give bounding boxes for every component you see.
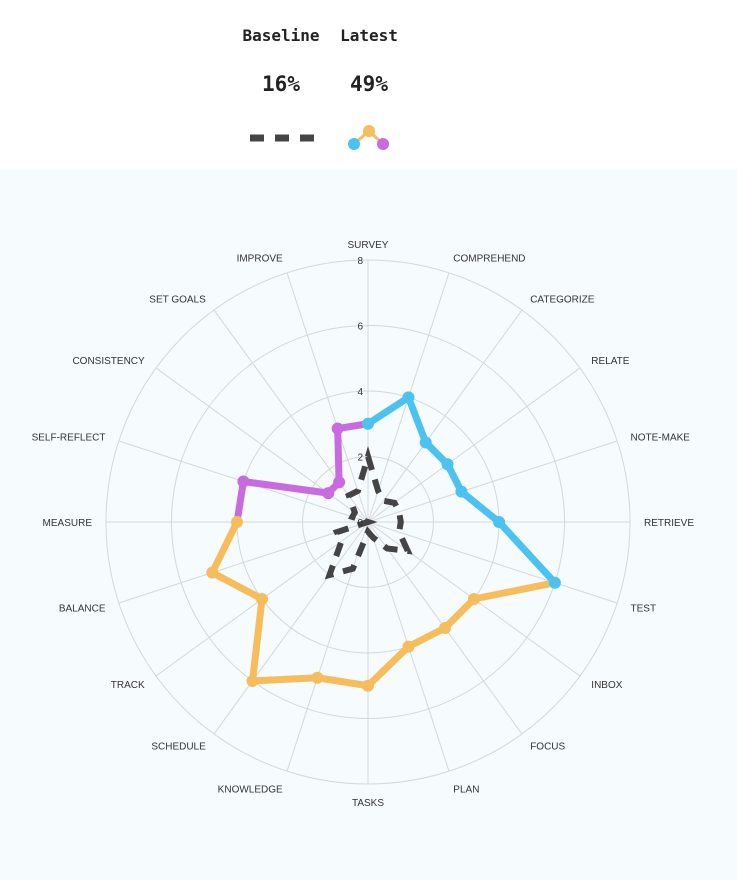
series-latest-point	[311, 671, 324, 684]
grid-spoke	[286, 272, 369, 523]
tick-label: 4	[357, 387, 363, 398]
tick-label: 0	[357, 518, 363, 529]
series-latest-segment	[208, 518, 241, 577]
series-latest-segment	[208, 569, 266, 603]
series-latest-segment	[404, 624, 449, 651]
series-baseline	[324, 445, 413, 580]
axis-label: RELATE	[591, 356, 629, 367]
grid-spoke	[118, 521, 369, 604]
tick-label: 6	[357, 322, 363, 333]
series-latest-point	[246, 674, 259, 687]
grid-spoke	[367, 521, 618, 604]
axis-label: PLAN	[453, 785, 479, 796]
axis-label: CATEGORIZE	[530, 295, 595, 306]
axis-label: INBOX	[591, 680, 622, 691]
series-latest-segment	[313, 674, 372, 690]
series-latest-segment	[249, 674, 321, 685]
axis-label: IMPROVE	[237, 254, 283, 265]
series-latest-point	[467, 592, 480, 605]
series-latest-segment	[334, 425, 343, 486]
series-latest-segment	[364, 643, 412, 690]
series-latest-point	[419, 436, 432, 449]
radar-chart: 0 2 4 6 8 SURVEY COMPREHEND CATEGORIZE RELATE NOT…	[32, 240, 695, 809]
series-latest-segment	[233, 478, 247, 526]
grid-spoke	[367, 440, 618, 523]
axis-label: TEST	[631, 603, 657, 614]
radar-chart-area: 0 2 4 6 8 SURVEY COMPREHEND CATEGORIZE RELATE NOT…	[0, 170, 737, 880]
tick-label: 8	[357, 256, 363, 267]
series-latest-segment	[364, 393, 412, 428]
grid-spoke	[367, 309, 523, 523]
axis-label: FOCUS	[530, 741, 565, 752]
series-latest-point	[231, 516, 243, 528]
series-latest-point	[322, 487, 335, 500]
series-latest-segment	[239, 478, 332, 497]
series-latest-point	[206, 566, 219, 579]
series-latest-point	[331, 422, 344, 435]
series-latest-point	[333, 476, 346, 489]
grid-spoke	[286, 521, 369, 772]
legend: Baseline 16% Latest 49%	[0, 0, 737, 170]
axis-label: TRACK	[111, 680, 145, 691]
legend-latest-value: 49%	[350, 72, 388, 96]
series-latest-point	[402, 640, 415, 653]
axis-label: SET GOALS	[149, 295, 206, 306]
axis-label: SCHEDULE	[151, 741, 206, 752]
grid-spoke	[367, 367, 581, 523]
series-latest-segment	[495, 518, 559, 587]
series-latest-point	[256, 592, 269, 605]
axis-label: CONSISTENCY	[72, 356, 145, 367]
series-latest-segment	[441, 595, 478, 632]
tick-label: 2	[357, 453, 363, 464]
series-latest-point	[402, 391, 415, 404]
series-latest-segment	[404, 393, 430, 447]
axis-label: MEASURE	[43, 518, 93, 529]
series-latest-point	[362, 679, 374, 692]
axis-label: KNOWLEDGE	[218, 785, 283, 796]
axis-label: SELF-REFLECT	[32, 433, 106, 444]
legend-baseline-label: Baseline	[242, 26, 320, 45]
axis-label: BALANCE	[59, 603, 106, 614]
axis-label: COMPREHEND	[453, 254, 525, 265]
series-latest-point	[237, 475, 250, 488]
axis-label: RETRIEVE	[644, 518, 694, 529]
legend-latest-label: Latest	[340, 26, 398, 45]
series-latest-segment	[470, 579, 559, 603]
series-latest-point	[455, 485, 468, 498]
series-latest-point	[441, 458, 454, 471]
series-latest-point	[362, 417, 374, 430]
legend-baseline-value: 16%	[262, 72, 300, 96]
series-latest-point	[548, 576, 561, 589]
axis-label: TASKS	[352, 798, 384, 809]
series-latest-point	[493, 516, 505, 528]
axis-label: NOTE-MAKE	[631, 433, 691, 444]
series-latest-segment	[457, 488, 503, 526]
legend-baseline-swatch	[250, 134, 314, 142]
legend-latest-swatch	[348, 125, 389, 150]
series-latest-point	[438, 621, 451, 634]
series-latest-segment	[249, 595, 266, 685]
axis-label: SURVEY	[348, 240, 389, 251]
grid-spoke	[213, 521, 369, 735]
